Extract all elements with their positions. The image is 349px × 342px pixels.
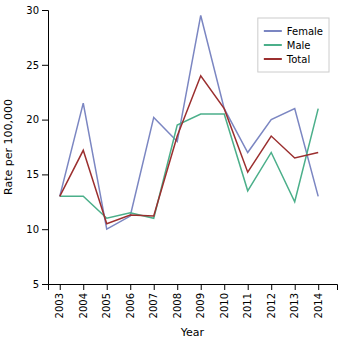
- tick-label: 2009: [195, 293, 206, 318]
- tick-mark: [154, 284, 155, 290]
- tick-label: 20: [26, 114, 39, 125]
- legend-swatch: [264, 44, 282, 46]
- tick: 2007: [148, 284, 159, 318]
- tick-label: 25: [26, 60, 39, 71]
- tick: 15: [26, 169, 48, 180]
- line: [60, 76, 318, 224]
- tick: 2013: [289, 284, 300, 318]
- line: [60, 109, 318, 219]
- tick: 5: [33, 279, 48, 290]
- tick: 2010: [219, 284, 230, 318]
- legend-label: Female: [287, 26, 323, 37]
- tick-label: 2014: [313, 293, 324, 318]
- tick-mark: [271, 284, 272, 290]
- tick-mark: [201, 284, 202, 290]
- legend-label: Total: [286, 54, 310, 65]
- tick-label: 2011: [242, 293, 253, 318]
- tick-mark: [42, 10, 48, 11]
- tick: 30: [26, 5, 48, 16]
- tick-mark: [83, 284, 84, 290]
- tick-mark: [42, 174, 48, 175]
- axis-line: [42, 11, 49, 285]
- x-axis-title: Year: [180, 326, 205, 339]
- x-axis: 2003 2004 2005 2006 2007 2008 2009 2010 2011 2012…: [49, 284, 338, 318]
- tick-mark: [42, 229, 48, 230]
- legend-label: Male: [287, 40, 311, 51]
- tick-label: 2003: [54, 293, 65, 318]
- tick: 25: [26, 60, 48, 71]
- legend: Female Male Total: [258, 18, 329, 72]
- tick-label: 2010: [219, 293, 230, 318]
- legend-swatch: [264, 58, 282, 60]
- tick-mark: [318, 284, 319, 290]
- tick-label: 30: [26, 5, 39, 16]
- tick-label: 2004: [78, 293, 89, 318]
- tick-label: 2012: [266, 293, 277, 318]
- tick-mark: [107, 284, 108, 290]
- tick: 2012: [266, 284, 277, 318]
- axis-line: [49, 285, 338, 291]
- tick: 20: [26, 114, 48, 125]
- tick-mark: [248, 284, 249, 290]
- tick: 2004: [78, 284, 89, 318]
- tick-mark: [130, 284, 131, 290]
- tick-label: 15: [26, 169, 39, 180]
- tick-label: 2008: [172, 293, 183, 318]
- tick-label: 10: [26, 224, 39, 235]
- legend-swatch: [264, 30, 282, 32]
- tick: 2006: [125, 284, 136, 318]
- legend-box: [258, 18, 329, 72]
- tick-mark: [42, 65, 48, 66]
- tick: 2014: [313, 284, 324, 318]
- tick-label: 2013: [289, 293, 300, 318]
- tick: 2003: [54, 284, 65, 318]
- tick-mark: [177, 284, 178, 290]
- tick-label: 2005: [101, 293, 112, 318]
- tick: 2011: [242, 284, 253, 318]
- tick: 2009: [195, 284, 206, 318]
- tick: 2005: [101, 284, 112, 318]
- tick-label: 2007: [148, 293, 159, 318]
- tick-mark: [42, 284, 48, 285]
- tick-label: 2006: [125, 293, 136, 318]
- y-axis-title: Rate per 100,000: [2, 99, 15, 195]
- tick: 2008: [172, 284, 183, 318]
- y-axis: 5 10 15 20 25 30: [26, 5, 48, 290]
- tick: 10: [26, 224, 48, 235]
- tick-label: 5: [33, 279, 39, 290]
- tick-mark: [60, 284, 61, 290]
- tick-mark: [295, 284, 296, 290]
- chart: 2003200420052006200720082009201020112012…: [0, 0, 349, 342]
- tick-mark: [224, 284, 225, 290]
- tick-mark: [42, 120, 48, 121]
